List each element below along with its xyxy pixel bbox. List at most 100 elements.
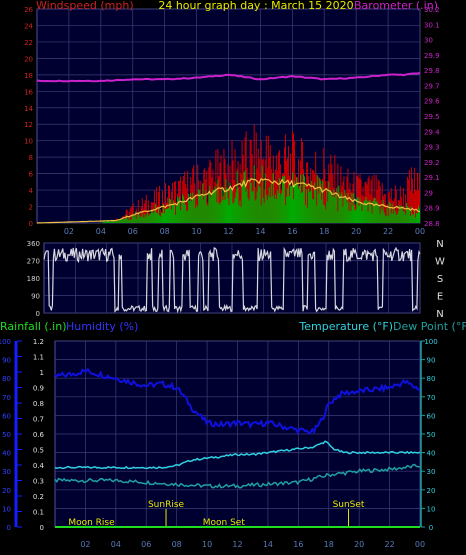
windspeed-label: Windspeed (mph) (36, 0, 134, 12)
rain-tick-label: 0.9 (33, 385, 44, 393)
rain-tick-label: 0.2 (33, 493, 44, 501)
wind-x-tick-label: 20 (351, 227, 361, 236)
humidity-tick-label: 20 (2, 487, 11, 495)
wind-x-tick-label: 08 (160, 227, 170, 236)
rain-tick-label: 0.7 (33, 416, 44, 424)
wind-lines (36, 72, 421, 224)
wind-tick-label: 6 (29, 171, 34, 179)
wind-x-tick-label: 02 (64, 227, 74, 236)
barometer-tick-label: 28.9 (424, 205, 440, 213)
rain-tick-label: 0.3 (33, 478, 44, 486)
temperature-y-ticks: 0 10 20 30 40 50 60 70 80 90 100 (421, 338, 438, 532)
humidity-tick-label: 60 (2, 412, 11, 420)
direction-tick-label: 90 (31, 293, 40, 301)
wind-direction-line (43, 246, 421, 314)
wind-x-tick-label: 16 (287, 227, 297, 236)
humidity-tick-label: 30 (2, 468, 11, 476)
wind-tick-label: 20 (24, 55, 33, 63)
wind-x-ticks: 02 04 06 08 10 12 14 16 18 20 22 00 (64, 227, 425, 236)
temp-x-tick-label: 02 (80, 540, 90, 549)
humidity-tick-label: 100 (0, 338, 11, 346)
compass-label-n: N (436, 239, 443, 250)
temperature-tick-label: 20 (427, 487, 436, 495)
direction-tick-label: 0 (36, 310, 40, 318)
temp-x-tick-label: 16 (293, 540, 303, 549)
barometer-label: Barometer (.in) (354, 0, 438, 12)
barometer-tick-label: 29.3 (424, 144, 440, 152)
wind-tick-label: 10 (24, 138, 33, 146)
temperature-label: Temperature (°F) (298, 320, 393, 333)
temp-x-tick-label: 14 (263, 540, 273, 549)
compass-label-e: E (437, 292, 443, 303)
dewpoint-line (54, 463, 420, 489)
temperature-tick-label: 80 (427, 375, 436, 383)
wind-x-tick-label: 18 (319, 227, 329, 236)
rain-tick-label: 0 (40, 524, 44, 532)
wind-gust-bars (102, 124, 420, 223)
humidity-label: Humidity (%) (66, 320, 138, 333)
wind-average-line (36, 178, 421, 224)
wind-x-tick-label: 12 (223, 227, 233, 236)
wind-x-tick-label: 22 (383, 227, 393, 236)
compass-label-s: S (437, 274, 443, 285)
direction-line (43, 246, 421, 314)
humidity-line (54, 367, 420, 436)
rainfall-label: Rainfall (.in) (0, 320, 67, 333)
barometer-tick-label: 29.8 (424, 67, 440, 75)
temperature-line (54, 440, 421, 470)
rain-y-ticks: 0 0.1 0.2 0.3 0.4 0.5 0.6 0.7 0.8 0.9 1 1.1 1.2 (17, 338, 45, 532)
rain-tick-label: 1.2 (33, 338, 44, 346)
rain-tick-label: 0.8 (33, 400, 44, 408)
temperature-tick-label: 40 (427, 450, 436, 458)
rain-tick-label: 0.4 (33, 462, 45, 470)
compass-label-n: N (436, 309, 443, 320)
wind-tick-label: 22 (24, 39, 33, 47)
humidity-tick-label: 50 (2, 431, 11, 439)
barometer-tick-label: 29.2 (424, 159, 440, 167)
temperature-tick-label: 90 (427, 357, 436, 365)
temperature-tick-label: 70 (427, 394, 436, 402)
barometer-tick-label: 29.4 (424, 128, 440, 136)
direction-tick-label: 360 (27, 240, 40, 248)
humidity-tick-label: 10 (2, 505, 11, 513)
barometer-tick-label: 30 (424, 37, 433, 45)
rain-tick-label: 1.1 (33, 354, 44, 362)
humidity-tick-label: 0 (7, 524, 11, 532)
temp-x-tick-label: 20 (354, 540, 364, 549)
rain-tick-label: 0.5 (33, 447, 44, 455)
temp-x-tick-label: 06 (141, 540, 151, 549)
chart-title: 24 hour graph day : March 15 2020 (158, 0, 353, 12)
temp-x-tick-label: 12 (232, 540, 242, 549)
barometer-tick-label: 29.9 (424, 52, 440, 60)
humidity-tick-label: 40 (2, 450, 11, 458)
barometer-tick-label: 29.7 (424, 82, 440, 90)
barometer-tick-label: 28.8 (424, 220, 440, 228)
humidity-y-ticks: 0 10 20 30 40 50 60 70 80 90 100 (0, 338, 11, 532)
wind-tick-label: 26 (24, 6, 33, 14)
barometer-y-ticks: 28.8 28.9 29 29.1 29.2 29.3 29.4 29.5 29.6 29.7 29… (424, 6, 440, 228)
humidity-tick-label: 90 (2, 357, 11, 365)
wind-x-tick-label: 14 (255, 227, 265, 236)
moonset-label: Moon Set (203, 518, 246, 528)
temperature-tick-label: 10 (427, 505, 436, 513)
temperature-tick-label: 50 (427, 431, 436, 439)
wind-tick-label: 2 (29, 204, 33, 212)
temp-humidity-chart: SunRise SunSet Moon Rise Moon Set 0 0.1 0.2 0.… (0, 320, 466, 549)
barometer-tick-label: 30.1 (424, 21, 440, 29)
compass-label-w: W (435, 257, 445, 268)
temperature-tick-label: 30 (427, 468, 436, 476)
wind-x-tick-label: 04 (96, 227, 106, 236)
wind-x-tick-label: 10 (191, 227, 201, 236)
sun-moon-events: SunRise SunSet Moon Rise Moon Set (68, 500, 365, 528)
rain-tick-label: 1 (40, 369, 44, 377)
temp-x-tick-label: 08 (172, 540, 182, 549)
dewpoint-label: Dew Point (°F) (393, 320, 466, 333)
rain-tick-label: 0.1 (33, 509, 44, 517)
wind-tick-label: 18 (24, 72, 33, 80)
barometer-line (36, 72, 421, 83)
humidity-tick-label: 80 (2, 375, 11, 383)
barometer-tick-label: 29.6 (424, 98, 440, 106)
